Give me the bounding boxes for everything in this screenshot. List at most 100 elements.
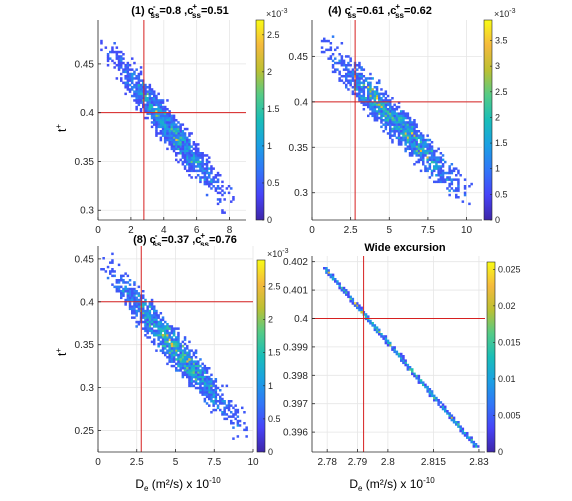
heatmap-cell	[164, 130, 167, 133]
heatmap-cell	[437, 174, 440, 177]
heatmap-cell	[395, 108, 399, 111]
heatmap-cell	[389, 123, 392, 126]
heatmap-cell	[380, 121, 383, 124]
heatmap-cell	[208, 160, 211, 164]
heatmap-cell	[146, 320, 149, 324]
heatmap-cell	[124, 303, 127, 306]
heatmap-cell	[356, 77, 359, 80]
heatmap-cell	[450, 416, 454, 420]
heatmap-cell	[144, 316, 147, 319]
heatmap-cell	[216, 178, 220, 181]
heatmap-cell	[413, 125, 416, 129]
heatmap-cell	[133, 296, 136, 300]
heatmap-cell	[181, 147, 185, 151]
heatmap-cell	[347, 88, 350, 91]
heatmap-cell	[177, 334, 180, 337]
heatmap-cell	[175, 158, 178, 162]
heatmap-cell	[325, 39, 328, 43]
heatmap-cell	[203, 389, 207, 392]
heatmap-cell	[347, 68, 350, 71]
heatmap-cell	[117, 285, 121, 289]
heatmap-cell	[369, 90, 372, 93]
heatmap-cell	[364, 77, 368, 80]
heatmap-cell	[358, 75, 361, 78]
heatmap-cell	[179, 362, 182, 366]
heatmap-cell	[183, 165, 187, 168]
heatmap-cell	[450, 414, 454, 417]
heatmap-cell	[404, 127, 407, 131]
heatmap-cell	[142, 101, 145, 104]
heatmap-cell	[227, 404, 231, 407]
heatmap-cell	[380, 103, 383, 107]
heatmap-cell	[336, 46, 339, 49]
heatmap-cell	[408, 147, 412, 151]
heatmap-cell	[199, 156, 202, 159]
heatmap-cell	[450, 182, 454, 186]
heatmap-cell	[172, 149, 176, 153]
heatmap-cell	[369, 72, 372, 76]
heatmap-cell	[203, 169, 207, 173]
heatmap-cell	[146, 103, 149, 107]
heatmap-cell	[389, 132, 392, 135]
heatmap-cell	[183, 358, 187, 361]
heatmap-cell	[419, 381, 423, 384]
heatmap-cell	[430, 392, 434, 395]
heatmap-cell	[172, 125, 176, 129]
heatmap-cell	[161, 316, 165, 319]
heatmap-cell	[384, 110, 388, 113]
heatmap-cell	[230, 200, 233, 203]
y-tick-label: 0.25	[75, 426, 95, 437]
heatmap-cell	[166, 119, 169, 122]
heatmap-cell	[157, 108, 160, 111]
heatmap-cell	[150, 340, 154, 344]
heatmap-cell	[430, 169, 434, 173]
colorbar-tick-label: 0	[495, 215, 500, 225]
heatmap-cell	[227, 400, 231, 403]
heatmap-cell	[439, 158, 443, 162]
heatmap-cell	[212, 382, 215, 385]
heatmap-cell	[181, 340, 185, 344]
heatmap-cell	[384, 337, 388, 340]
heatmap-cell	[190, 132, 193, 135]
heatmap-cell	[336, 280, 339, 283]
heatmap-cell	[435, 399, 438, 402]
heatmap-cell	[320, 50, 324, 54]
heatmap-cell	[131, 296, 134, 300]
heatmap-cell	[122, 279, 125, 282]
y-axis-label-top: t+	[54, 124, 69, 132]
heatmap-cell	[155, 325, 158, 328]
heatmap-cell	[360, 77, 363, 80]
heatmap-cell	[349, 81, 352, 85]
heatmap-cell	[243, 422, 246, 425]
heatmap-cell	[126, 298, 130, 302]
heatmap-cell	[419, 145, 423, 148]
colorbar-tick-label: 0.01	[498, 374, 516, 384]
colorbar-tick-label: 1.5	[267, 104, 280, 114]
heatmap-cell	[153, 116, 156, 120]
heatmap-cell	[142, 99, 145, 102]
heatmap-cell	[435, 149, 438, 153]
heatmap-cell	[448, 193, 451, 197]
heatmap-cell	[157, 345, 160, 348]
heatmap-cell	[406, 121, 410, 124]
heatmap-cell	[422, 381, 425, 384]
heatmap-cell	[186, 160, 189, 164]
heatmap-cell	[179, 130, 182, 133]
heatmap-cell	[199, 169, 202, 173]
heatmap-cell	[194, 176, 198, 179]
x-axis-label-left: De (m²/s) x 10-10	[135, 476, 221, 493]
heatmap-cell	[208, 397, 211, 401]
heatmap-cell	[417, 134, 421, 137]
heatmap-cell	[144, 83, 147, 87]
heatmap-cell	[172, 331, 176, 335]
heatmap-cell	[199, 382, 202, 385]
heatmap-cell	[124, 64, 127, 67]
heatmap-cell	[408, 130, 412, 133]
heatmap-cell	[161, 119, 165, 122]
heatmap-cell	[236, 435, 240, 438]
heatmap-cell	[128, 294, 132, 297]
heatmap-cell	[166, 329, 169, 333]
heatmap-cell	[135, 77, 138, 80]
heatmap-cell	[419, 143, 423, 146]
heatmap-cell	[111, 268, 114, 271]
